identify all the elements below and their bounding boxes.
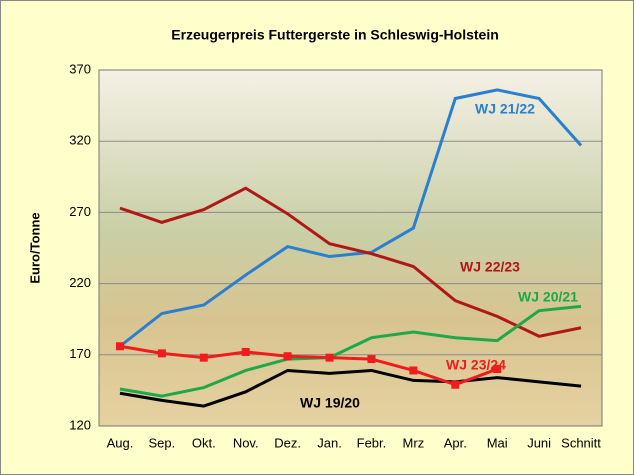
data-point xyxy=(409,366,417,374)
y-tick-label: 220 xyxy=(69,275,91,290)
x-tick-label: Schnitt xyxy=(561,435,601,450)
data-point xyxy=(451,381,459,389)
series-label: WJ 22/23 xyxy=(460,259,520,275)
series-label: WJ 20/21 xyxy=(518,289,578,305)
x-tick-label: Mai xyxy=(487,435,508,450)
chart: Erzeugerpreis Futtergerste in Schleswig-… xyxy=(0,0,634,475)
x-tick-label: Aug. xyxy=(107,435,134,450)
data-point xyxy=(284,352,292,360)
series-label: WJ 19/20 xyxy=(300,395,360,411)
data-point xyxy=(158,349,166,357)
x-tick-label: Mrz xyxy=(403,435,425,450)
y-tick-label: 370 xyxy=(69,61,91,76)
x-tick-label: Okt. xyxy=(192,435,216,450)
x-tick-label: Nov. xyxy=(233,435,259,450)
x-tick-label: Jan. xyxy=(317,435,342,450)
data-point xyxy=(326,354,334,362)
x-tick-label: Apr. xyxy=(444,435,467,450)
x-tick-label: Juni xyxy=(527,435,551,450)
y-tick-label: 320 xyxy=(69,133,91,148)
x-tick-label: Sep. xyxy=(149,435,176,450)
y-axis-label: Euro/Tonne xyxy=(27,212,42,283)
x-tick-label: Dez. xyxy=(274,435,301,450)
data-point xyxy=(116,342,124,350)
y-tick-label: 270 xyxy=(69,204,91,219)
y-tick-label: 170 xyxy=(69,346,91,361)
chart-title: Erzeugerpreis Futtergerste in Schleswig-… xyxy=(171,27,499,43)
x-tick-label: Febr. xyxy=(357,435,387,450)
data-point xyxy=(242,348,250,356)
y-tick-label: 120 xyxy=(69,417,91,432)
data-point xyxy=(200,354,208,362)
series-label: WJ 23/24 xyxy=(446,357,506,373)
series-label: WJ 21/22 xyxy=(475,101,535,117)
data-point xyxy=(367,355,375,363)
